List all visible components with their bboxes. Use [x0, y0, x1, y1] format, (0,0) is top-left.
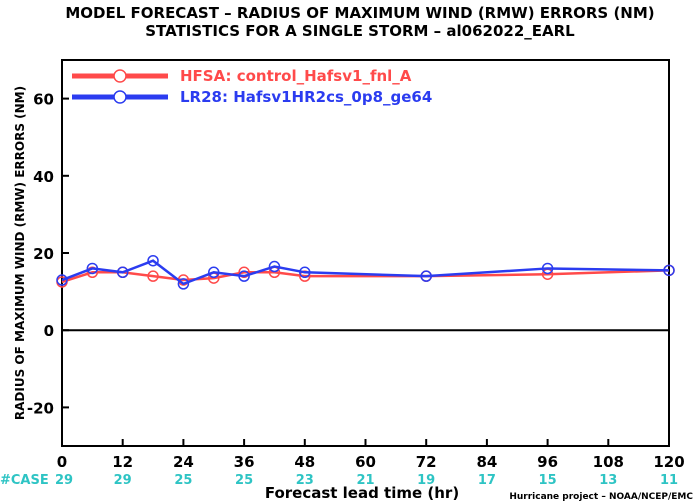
- x-tick-label: 36: [234, 453, 255, 471]
- series-point: [116, 266, 129, 279]
- series-2: [56, 254, 675, 290]
- x-tick-label: 60: [355, 453, 376, 471]
- legend-label: LR28: Hafsv1HR2cs_0p8_ge64: [180, 88, 432, 106]
- credit-text: Hurricane project – NOAA/NCEP/EMC: [509, 492, 693, 502]
- chart-title: MODEL FORECAST – RADIUS OF MAXIMUM WIND …: [65, 4, 654, 22]
- legend-marker: [113, 90, 127, 104]
- case-count: 17: [478, 473, 496, 488]
- legend-item: LR28: Hafsv1HR2cs_0p8_ge64: [72, 88, 432, 106]
- series-point: [147, 254, 159, 267]
- x-tick-label: 108: [593, 453, 624, 471]
- case-label: #CASE: [0, 473, 49, 488]
- series-point: [541, 262, 554, 275]
- series-point: [299, 266, 311, 279]
- series-point: [208, 266, 220, 279]
- series-point: [177, 278, 190, 290]
- y-axis-label: RADIUS OF MAXIMUM WIND (RMW) ERRORS (NM): [13, 86, 27, 420]
- chart-subtitle: STATISTICS FOR A SINGLE STORM – al062022…: [145, 22, 575, 40]
- x-tick-label: 96: [537, 453, 558, 471]
- x-tick-label: 120: [653, 453, 684, 471]
- legend-item: HFSA: control_Hafsv1_fnl_A: [72, 67, 412, 85]
- x-tick-label: 24: [173, 453, 194, 471]
- series-point: [238, 270, 250, 282]
- case-count: 25: [235, 473, 253, 488]
- series-point: [147, 270, 159, 282]
- y-tick-label: 40: [33, 168, 54, 186]
- legend-marker: [113, 69, 127, 83]
- y-tick-label: -20: [27, 399, 54, 417]
- series-point: [663, 264, 675, 277]
- case-count: 25: [174, 473, 192, 488]
- x-tick-label: 0: [57, 453, 67, 471]
- x-tick-label: 84: [476, 453, 497, 471]
- y-tick-label: 20: [33, 245, 54, 263]
- case-count: 23: [296, 473, 314, 488]
- case-count: 13: [599, 473, 617, 488]
- case-count: 29: [55, 473, 73, 488]
- legend-label: HFSA: control_Hafsv1_fnl_A: [180, 67, 412, 85]
- case-count: 29: [114, 473, 132, 488]
- x-tick-label: 72: [416, 453, 437, 471]
- y-tick-label: 60: [33, 91, 54, 109]
- case-count: 19: [417, 473, 435, 488]
- x-axis-label: Forecast lead time (hr): [265, 484, 459, 502]
- series-point: [268, 260, 281, 273]
- series-point: [86, 262, 99, 275]
- series-point: [56, 274, 68, 286]
- case-count: 15: [539, 473, 557, 488]
- x-tick-label: 12: [112, 453, 133, 471]
- y-tick-label: 0: [44, 322, 54, 340]
- plot-frame: [61, 59, 670, 447]
- case-count: 11: [660, 473, 678, 488]
- series-point: [420, 270, 432, 282]
- series-line: [61, 269, 670, 284]
- x-tick-label: 48: [294, 453, 315, 471]
- case-count: 21: [356, 473, 374, 488]
